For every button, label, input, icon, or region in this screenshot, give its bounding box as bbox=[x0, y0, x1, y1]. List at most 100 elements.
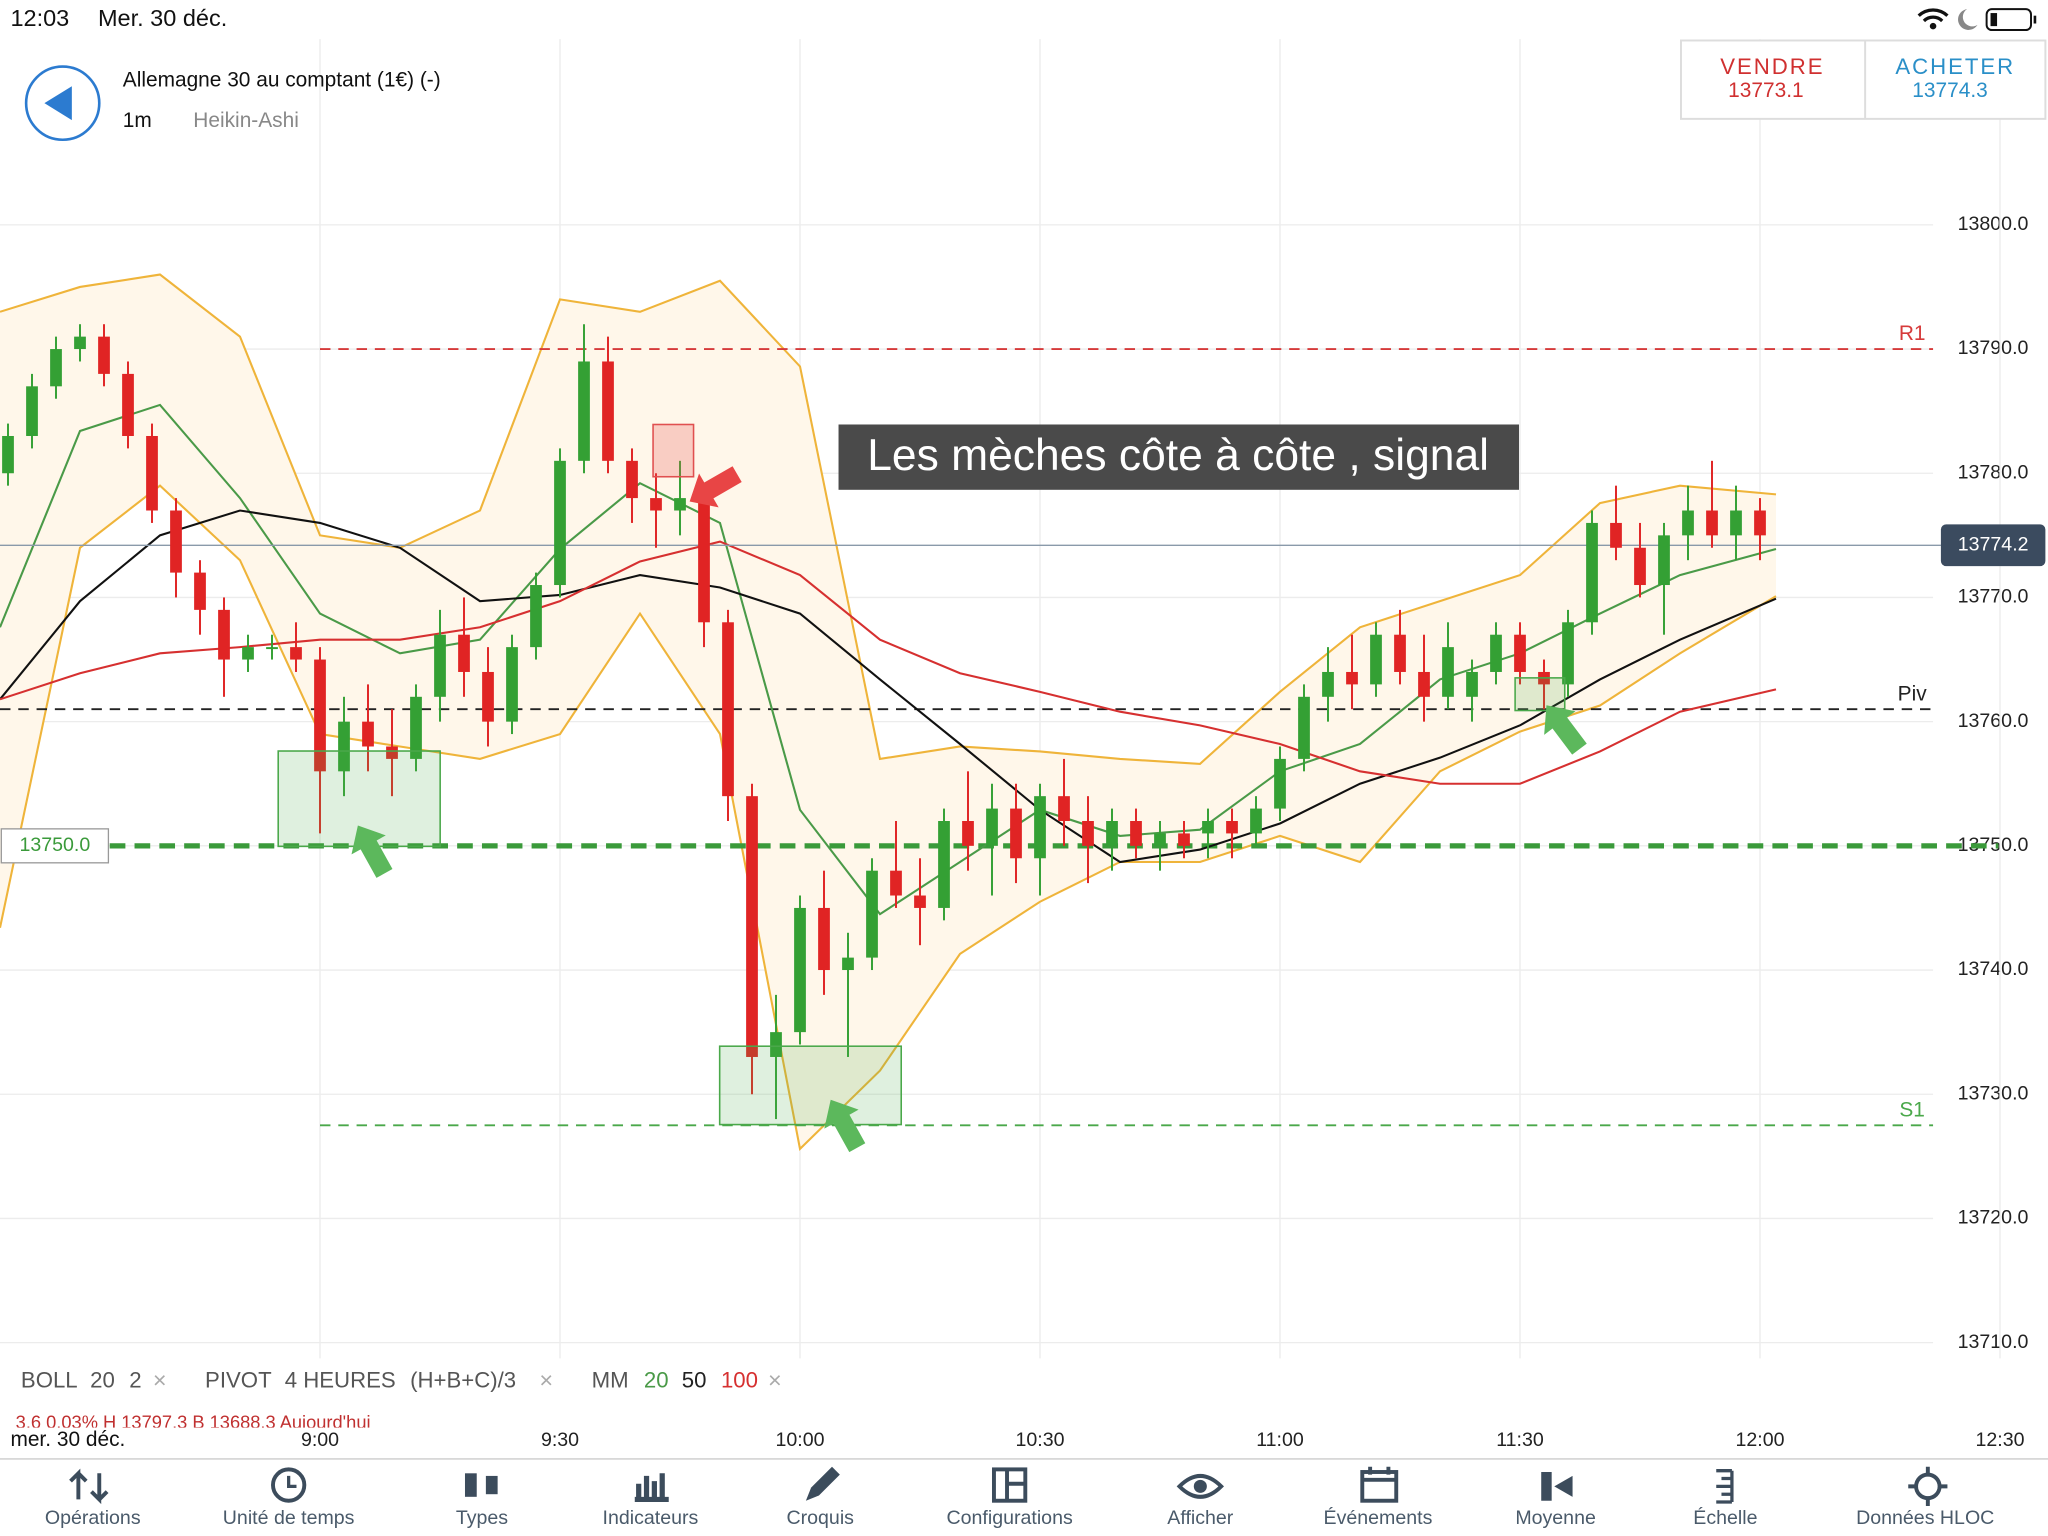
icon bbox=[464, 1473, 477, 1497]
y-tick-label: 13790.0 bbox=[1958, 337, 2029, 359]
icon bbox=[1005, 1469, 1026, 1501]
candle-body bbox=[1394, 634, 1406, 672]
toolbar-button[interactable]: Croquis bbox=[787, 1507, 855, 1529]
candle-body bbox=[1106, 821, 1118, 846]
chart-style[interactable]: Heikin-Ashi bbox=[193, 109, 299, 132]
candle-body bbox=[1370, 634, 1382, 685]
candle-body bbox=[1490, 634, 1502, 672]
toolbar-button[interactable]: Événements bbox=[1324, 1506, 1433, 1529]
arrow bbox=[351, 825, 393, 878]
candle-body bbox=[362, 721, 374, 747]
y-tick-label: 13710.0 bbox=[1958, 1331, 2029, 1353]
arrow bbox=[824, 1099, 866, 1153]
toolbar-button[interactable]: Types bbox=[456, 1507, 508, 1529]
y-tick-label: 13760.0 bbox=[1958, 710, 2029, 732]
icon bbox=[1362, 1466, 1397, 1482]
toolbar-button[interactable]: Indicateurs bbox=[603, 1507, 699, 1529]
candle-body bbox=[1586, 522, 1598, 623]
candle-body bbox=[146, 435, 158, 511]
candle-body bbox=[890, 870, 902, 896]
icon bbox=[287, 1475, 297, 1488]
candle-body bbox=[458, 634, 470, 672]
x-tick-label: 11:30 bbox=[1496, 1429, 1544, 1451]
status-time: 12:03 bbox=[10, 5, 69, 31]
candle-body bbox=[1250, 808, 1262, 834]
x-tick-label: 10:00 bbox=[776, 1429, 825, 1451]
support-label: 13750.0 bbox=[19, 834, 90, 856]
annotation-text: Les mèches côte à côte , signal bbox=[867, 431, 1489, 480]
sell-button[interactable]: VENDRE 13773.1 bbox=[1720, 54, 1824, 102]
candle-body bbox=[1058, 796, 1070, 822]
icon bbox=[805, 1466, 840, 1501]
bollinger-upper bbox=[0, 273, 1777, 765]
legend-mm-periods: 20 50 100 bbox=[644, 1368, 758, 1393]
legend-boll: BOLL bbox=[21, 1368, 78, 1393]
candle-body bbox=[1274, 758, 1286, 809]
buy-price: 13774.3 bbox=[1912, 79, 1987, 102]
toolbar-button[interactable]: Configurations bbox=[947, 1507, 1073, 1529]
highlight-box bbox=[1514, 677, 1566, 712]
candle-body bbox=[1010, 808, 1022, 859]
candle-body bbox=[722, 622, 734, 797]
toolbar-button[interactable]: Opérations bbox=[45, 1507, 141, 1529]
buy-label: ACHETER bbox=[1895, 54, 2015, 79]
date-label: mer. 30 déc. bbox=[10, 1428, 125, 1451]
candle-body bbox=[506, 647, 518, 722]
sell-price: 13773.1 bbox=[1728, 79, 1803, 102]
info-row: 3.6 0.03% H 13797.3 B 13688.3 Aujourd'hu… bbox=[16, 1412, 371, 1433]
candle-body bbox=[1754, 510, 1766, 536]
y-tick-label: 13800.0 bbox=[1958, 213, 2029, 235]
candle-body bbox=[986, 808, 998, 846]
candle-body bbox=[962, 821, 974, 846]
date-bar bbox=[0, 1427, 2048, 1459]
candle-body bbox=[266, 647, 278, 650]
icon bbox=[271, 1467, 307, 1503]
buy-button[interactable]: ACHETER 13774.3 bbox=[1895, 54, 2015, 102]
candle-body bbox=[554, 460, 566, 586]
highlight-box bbox=[718, 1045, 903, 1126]
remove-icon[interactable]: × bbox=[768, 1367, 782, 1393]
legend-entry: 20 bbox=[644, 1368, 669, 1393]
support-label-box bbox=[0, 828, 110, 864]
toolbar-button[interactable]: Moyenne bbox=[1515, 1507, 1596, 1529]
candle-body bbox=[434, 634, 446, 697]
plot: 13800.0 13790.0 13780.0 13770.0 13760.0 13750… bbox=[0, 39, 2046, 1359]
toolbar-button[interactable]: Échelle bbox=[1693, 1506, 1757, 1529]
candle-body bbox=[1466, 671, 1478, 697]
battery-icon bbox=[1985, 8, 2032, 32]
legend-mm: MM bbox=[592, 1368, 629, 1393]
candle-body bbox=[626, 460, 638, 499]
toolbar-button[interactable]: Afficher bbox=[1167, 1507, 1233, 1529]
battery-icon bbox=[1990, 13, 1998, 27]
trade-box bbox=[1680, 39, 2047, 120]
candle-body bbox=[314, 659, 326, 772]
candle-body bbox=[1154, 833, 1166, 846]
candle-body bbox=[818, 907, 830, 971]
moving-average bbox=[0, 540, 1777, 785]
icon bbox=[1908, 1466, 1948, 1506]
remove-icon[interactable]: × bbox=[539, 1367, 553, 1393]
candle-body bbox=[26, 386, 38, 436]
y-tick-label: 13780.0 bbox=[1958, 461, 2029, 483]
candle-body bbox=[1178, 833, 1190, 846]
wifi-icon bbox=[1917, 8, 1949, 23]
last-price-label: 13774.2 bbox=[1958, 533, 2029, 555]
candle-body bbox=[1682, 510, 1694, 536]
timeframe[interactable]: 1m bbox=[123, 109, 152, 132]
highlight-box bbox=[652, 423, 695, 478]
pivot-label: R1 bbox=[1899, 322, 1926, 345]
candle-body bbox=[1562, 622, 1574, 685]
icon bbox=[634, 1473, 669, 1503]
toolbar-button[interactable]: Unité de temps bbox=[223, 1507, 355, 1529]
arrow bbox=[1544, 705, 1587, 755]
candle-body bbox=[482, 671, 494, 722]
icon bbox=[1193, 1479, 1207, 1493]
candle-body bbox=[842, 957, 854, 971]
remove-icon[interactable]: × bbox=[153, 1367, 167, 1393]
candle-body bbox=[1322, 671, 1334, 697]
candle-body bbox=[746, 796, 758, 1057]
candle-body bbox=[1610, 522, 1622, 548]
toolbar-button[interactable]: Données HLOC bbox=[1856, 1507, 1994, 1529]
